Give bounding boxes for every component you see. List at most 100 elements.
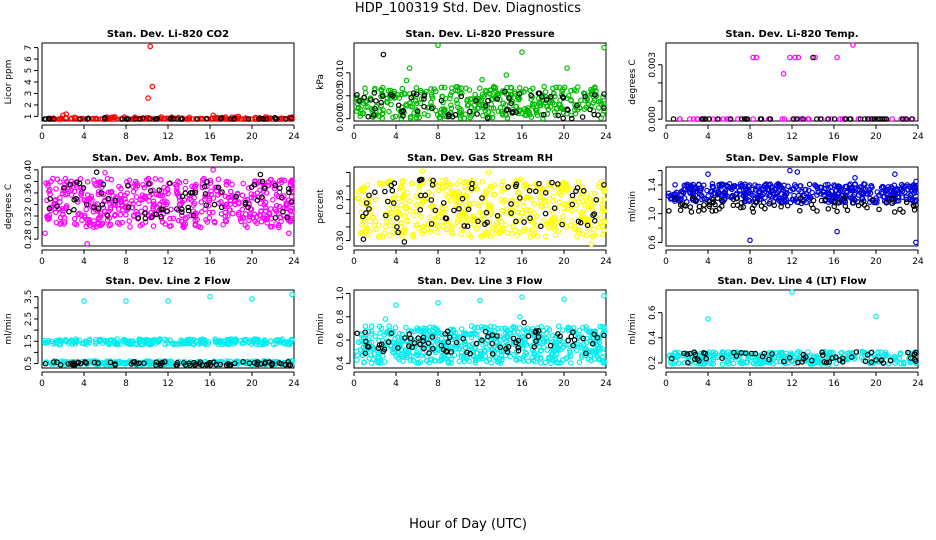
data-point (672, 182, 678, 188)
data-point (106, 222, 112, 229)
data-point (134, 180, 140, 187)
data-point (142, 215, 149, 222)
data-point (912, 184, 918, 190)
data-point (491, 182, 498, 188)
data-point (158, 206, 165, 213)
y-axis-label: ml/min (4, 313, 14, 344)
panel-title: Stan. Dev. Li-820 Temp. (725, 29, 858, 40)
data-point (571, 87, 578, 93)
data-point (410, 231, 416, 238)
data-point (591, 190, 598, 197)
y-tick-label: 2.5 (24, 312, 34, 326)
data-point (566, 347, 573, 354)
data-point (515, 328, 521, 335)
data-point (214, 338, 221, 344)
data-point (500, 100, 507, 107)
x-tick-label: 0 (39, 257, 45, 267)
panel-title: Stan. Dev. Sample Flow (726, 153, 859, 164)
data-point (668, 192, 674, 199)
data-point (394, 224, 400, 230)
data-point (100, 204, 107, 211)
data-point (413, 91, 420, 98)
data-point (102, 170, 108, 176)
data-point (263, 216, 269, 223)
y-axis-label: ml/min (628, 313, 638, 344)
data-point (404, 190, 411, 196)
data-point (780, 71, 787, 77)
data-point (235, 113, 242, 120)
data-point (106, 341, 112, 348)
series-points (665, 167, 919, 246)
data-point (57, 362, 64, 368)
plot-frame (41, 289, 295, 369)
data-point (588, 103, 594, 109)
data-point (79, 217, 85, 223)
data-point (78, 190, 84, 197)
data-point (363, 210, 369, 216)
data-point (778, 353, 785, 360)
data-point (515, 94, 522, 101)
data-point (786, 354, 793, 361)
data-point (382, 316, 389, 322)
data-point (192, 217, 199, 224)
data-point (282, 116, 289, 122)
plot-frame (665, 42, 919, 122)
x-tick-label: 12 (162, 257, 173, 267)
data-point (428, 192, 435, 199)
data-point (485, 97, 491, 104)
data-point (224, 201, 230, 208)
data-point (379, 84, 386, 91)
data-point (414, 325, 420, 331)
data-point (133, 194, 140, 200)
data-point (57, 116, 64, 122)
data-point (186, 116, 193, 122)
y-tick-label: 5 (24, 68, 34, 74)
data-point (279, 116, 286, 122)
data-point (826, 349, 833, 356)
x-tick-label: 16 (828, 379, 840, 389)
data-point (93, 169, 100, 176)
data-point (362, 338, 369, 345)
data-point (455, 217, 462, 223)
data-point (417, 87, 424, 94)
data-point (415, 335, 422, 341)
data-point (503, 72, 510, 78)
data-point (454, 100, 461, 107)
data-point (187, 362, 193, 369)
data-point (560, 213, 566, 220)
data-point (814, 184, 820, 190)
data-point (601, 219, 607, 225)
data-point (702, 359, 709, 366)
data-point (596, 355, 603, 362)
data-point (359, 188, 365, 194)
x-tick-label: 20 (246, 257, 258, 267)
data-point (62, 181, 68, 188)
page-title: HDP_100319 Std. Dev. Diagnostics (354, 1, 582, 16)
data-point (696, 203, 703, 210)
data-point (895, 190, 902, 196)
data-point (724, 116, 730, 122)
x-tick-label: 24 (600, 132, 612, 142)
data-point (798, 200, 805, 207)
data-point (91, 359, 98, 366)
data-point (275, 210, 282, 217)
data-point (401, 239, 408, 245)
data-point (112, 361, 119, 367)
data-point (547, 93, 554, 100)
data-point (532, 188, 539, 195)
data-point (890, 196, 897, 202)
data-point (686, 189, 693, 195)
y-tick-label: 0.4 (336, 356, 346, 371)
data-point (371, 189, 378, 196)
data-point (481, 199, 488, 205)
data-point (389, 187, 396, 194)
x-tick-label: 20 (558, 257, 570, 267)
data-point (379, 93, 386, 99)
data-point (528, 92, 534, 99)
data-point (178, 337, 184, 344)
panel-title: Stan. Dev. Line 2 Flow (105, 276, 230, 287)
data-point (447, 181, 454, 188)
data-point (400, 233, 406, 240)
data-point (498, 182, 505, 188)
data-point (215, 338, 222, 345)
